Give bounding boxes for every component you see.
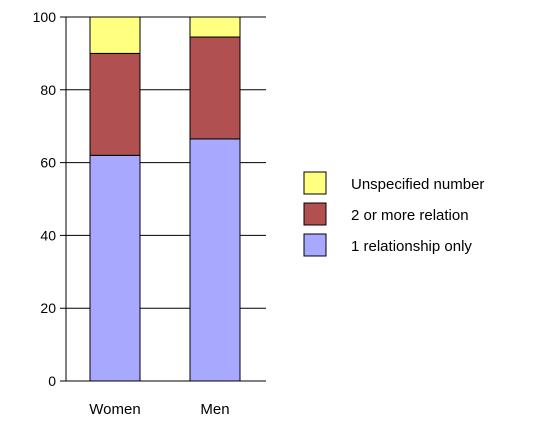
- legend-label: 1 relationship only: [351, 238, 472, 255]
- bar-women-series-0: [89, 154, 141, 382]
- bar-women-series-1: [89, 52, 141, 156]
- y-tick-label: 100: [33, 9, 57, 25]
- x-tick-label: Men: [200, 401, 229, 418]
- bar-men-series-0: [189, 138, 241, 382]
- bars-layer: [89, 16, 241, 382]
- y-tick-label: 40: [40, 227, 56, 243]
- legend-label: Unspecified number: [351, 176, 484, 193]
- y-tick-label: 80: [40, 82, 56, 98]
- legend-label: 2 or more relation: [351, 207, 469, 224]
- legend-swatch: [303, 202, 327, 226]
- bar-men-series-1: [189, 36, 241, 140]
- y-tick-label: 20: [40, 300, 56, 316]
- x-tick-label: Women: [89, 401, 140, 418]
- bar-men-series-2: [189, 16, 241, 38]
- y-tick-label: 60: [40, 155, 56, 171]
- y-tick-label: 0: [48, 373, 56, 389]
- legend-swatch: [303, 233, 327, 257]
- legend-swatch: [303, 171, 327, 195]
- legend: Unspecified number 2 or more relation 1 re…: [303, 171, 484, 257]
- bar-women-series-2: [89, 16, 141, 54]
